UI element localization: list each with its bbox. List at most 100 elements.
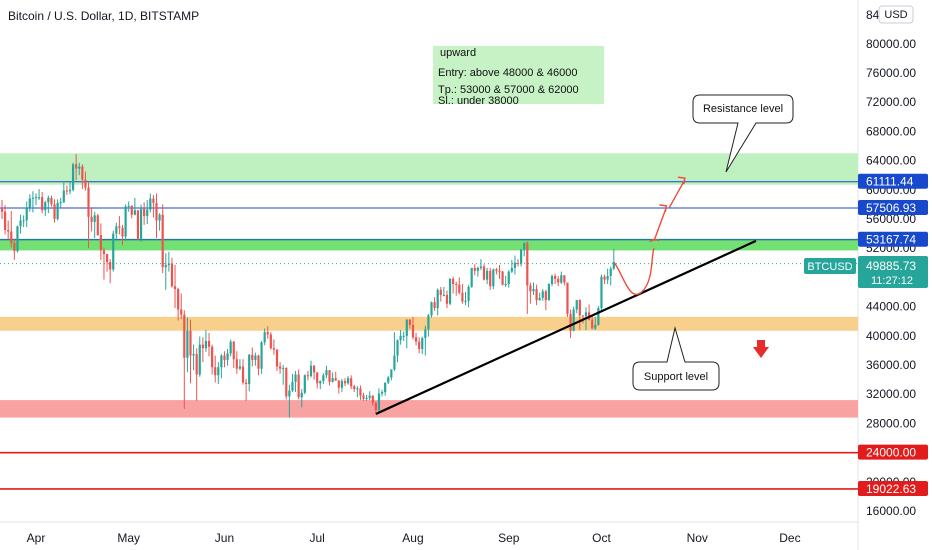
candle-body [41,197,44,211]
price-label: 57506.93 [858,200,928,216]
candle-body [473,267,476,271]
candle-body [288,390,291,397]
candle-body [523,243,526,250]
candle-body [99,235,102,251]
candle [461,283,464,304]
candle-body [68,189,72,192]
candle [427,313,430,337]
candle-body [408,319,411,325]
candle [167,251,170,272]
candle [44,200,47,217]
candle [436,288,439,316]
candle-body [223,355,226,360]
x-tick-label: Jun [215,531,234,545]
candle-body [62,190,65,203]
candle-body [560,275,563,283]
y-tick-label: 40000.00 [866,329,916,343]
currency-button[interactable]: USD [878,5,914,24]
candle [550,274,554,287]
candle-body [393,355,396,370]
candle [223,351,226,368]
candle [557,275,560,287]
candle-body [291,381,294,391]
candle [554,273,557,284]
candle [547,283,551,301]
candles[interactable] [0,154,615,418]
currency-label: USD [884,9,907,21]
candle-body [198,344,201,375]
candle [127,201,130,212]
candle [288,384,291,418]
candle [430,301,433,318]
candle-body [232,341,235,360]
candle [143,202,146,225]
candle-body [606,275,609,280]
candle-body [112,233,115,270]
candle-body [217,367,220,376]
candle-body [186,330,189,358]
candle-body [56,202,59,220]
candle-body [7,229,10,232]
candle-body [303,375,306,393]
x-tick-label: May [117,531,140,545]
candle-body [470,267,473,287]
candle [520,248,523,267]
candle-body [427,315,430,330]
candle-body [149,198,152,210]
candle [183,310,186,409]
candle-body [90,216,93,222]
candle [399,329,402,345]
price-label-bg [858,231,928,247]
candle [291,373,294,393]
support-callout: Support level [632,326,720,391]
forecast-arrow [613,179,686,296]
callout-label: Support level [644,371,708,383]
candle [566,282,569,317]
drawings [375,176,769,415]
candle [47,195,50,214]
price-label: 24000.00 [858,444,928,460]
candle-body [275,349,279,367]
candle [245,378,248,401]
candle-body [448,278,452,304]
candle [532,282,535,295]
y-tick-label: 64000.00 [866,154,916,168]
candle-body [402,335,405,337]
candle [405,319,408,349]
y-tick-label: 80000.00 [866,37,916,51]
candle-body [50,197,53,205]
candle-body [458,284,461,293]
candle [25,201,28,228]
candle [411,316,415,340]
candle-body [411,324,415,338]
candle-body [495,269,498,271]
candle-body [297,374,300,398]
candle [7,220,10,240]
candle [337,380,340,394]
candle-body [334,378,337,381]
candle [482,264,486,281]
candle [319,380,322,390]
candle-body [78,166,81,169]
candle-body [492,269,495,287]
candle-body [418,341,421,349]
candle-body [390,369,393,378]
candle-body [59,202,62,204]
candle [597,305,600,326]
candle [402,331,405,341]
note-line: Tp.: 53000 & 57000 & 62000 [438,84,579,96]
candle-body [211,346,214,368]
candle [609,266,612,286]
candle [572,306,575,332]
x-tick-label: Nov [687,531,708,545]
candle-body [81,166,84,180]
candle-body [22,220,25,222]
candle-body [516,262,520,264]
candle-body [346,378,350,384]
candle-body [192,354,195,356]
candle-body [180,309,183,315]
candle [328,370,331,386]
candle [380,389,384,397]
candle-body [421,338,424,349]
